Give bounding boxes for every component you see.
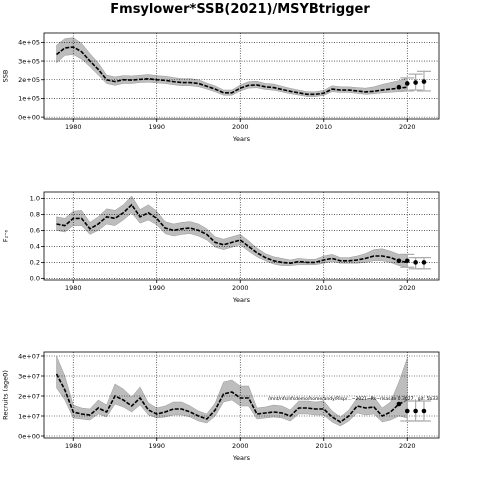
median-line	[56, 46, 408, 96]
y-tick-label: 3e+07	[18, 372, 40, 380]
x-tick-label: 2010	[315, 123, 332, 131]
x-tick-label: 2000	[232, 442, 249, 450]
y-tick-label: 4e+05	[18, 39, 40, 47]
x-axis-label: Years	[232, 135, 251, 143]
run-annotation: /mnt/nfs/nfsdemo/home/andy/Rlsp/...~2021…	[268, 396, 438, 402]
forecast-point	[421, 79, 427, 84]
forecast-point	[413, 80, 418, 85]
x-tick-label: 1990	[148, 284, 165, 292]
axes-frame	[43, 191, 440, 281]
figure-title: Fmsylower*SSB(2021)/MSYBtrigger	[110, 2, 370, 17]
y-tick-label: 1e+05	[18, 95, 40, 103]
axes-frame	[43, 32, 440, 120]
y-tick-label: 0.2	[30, 259, 40, 267]
x-tick-label: 2010	[315, 284, 332, 292]
confidence-band	[56, 355, 408, 427]
y-axis-label: F₂–₆	[2, 230, 10, 243]
forecast-group	[396, 70, 431, 92]
forecast-point	[421, 260, 427, 265]
forecast-point	[413, 260, 418, 265]
y-tick-label: 0.0	[30, 275, 40, 283]
axes-frame	[43, 351, 440, 439]
x-tick-label: 1980	[65, 442, 82, 450]
median-line	[56, 203, 408, 265]
y-tick-label: 1.0	[30, 195, 40, 203]
forecast-point	[413, 408, 418, 414]
x-tick-label: 1990	[148, 123, 165, 131]
y-tick-label: 1e+07	[18, 412, 40, 420]
y-tick-label: 2e+07	[18, 392, 40, 400]
forecast-point	[396, 258, 402, 264]
confidence-band	[56, 195, 408, 268]
y-tick-label: 0.8	[30, 211, 40, 219]
forecast-point	[404, 258, 410, 264]
forecast-group	[396, 400, 431, 422]
y-tick-label: 3e+05	[18, 57, 40, 65]
x-tick-label: 2020	[399, 284, 416, 292]
y-axis-label: SSB	[2, 70, 10, 83]
median-line	[55, 373, 408, 423]
panel-3: 1980 1990 2000 2010 2020 0e+00 1e+07 2e+07 3e+07…	[2, 351, 440, 462]
ticks: 1980 1990 2000 2010 2020 0.0 0.2 0.4 0.6 0.8 1.0	[30, 195, 416, 292]
x-tick-label: 1980	[65, 123, 82, 131]
x-axis-label: Years	[232, 296, 251, 304]
forecast-point	[396, 84, 402, 90]
y-tick-label: 0e+00	[18, 113, 40, 121]
panel-1: 1980 1990 2000 2010 2020 0e+00 1e+05 2e+05 3e+05…	[2, 32, 440, 143]
ticks: 1980 1990 2000 2010 2020 0e+00 1e+07 2e+07 3e+07…	[18, 352, 415, 450]
y-tick-label: 2e+05	[18, 76, 40, 84]
x-tick-label: 1980	[65, 284, 82, 292]
y-axis-label: Recruits (age0)	[2, 370, 10, 420]
grid-lines	[44, 352, 439, 438]
forecast-group	[396, 253, 431, 270]
y-tick-label: 0.6	[30, 227, 40, 235]
panel-2: 1980 1990 2000 2010 2020 0.0 0.2 0.4 0.6 0.8 1.0 Ye…	[2, 191, 440, 304]
chart-panels: 1980 1990 2000 2010 2020 0e+00 1e+05 2e+05 3e+05…	[2, 32, 440, 462]
x-axis-label: Years	[232, 454, 251, 462]
x-tick-label: 2000	[232, 123, 249, 131]
x-tick-label: 1990	[148, 442, 165, 450]
forecast-point	[404, 81, 410, 86]
forecast-point	[421, 408, 427, 414]
forecast-point	[404, 408, 410, 414]
forecast-point	[396, 401, 402, 407]
x-tick-label: 2000	[232, 284, 249, 292]
x-tick-label: 2010	[315, 442, 332, 450]
ticks: 1980 1990 2000 2010 2020 0e+00 1e+05 2e+05 3e+05…	[18, 39, 415, 131]
x-tick-label: 2020	[399, 442, 416, 450]
y-tick-label: 0e+00	[18, 432, 40, 440]
y-tick-label: 0.4	[30, 243, 40, 251]
confidence-band	[56, 37, 408, 97]
x-tick-label: 2020	[399, 123, 416, 131]
y-tick-label: 4e+07	[18, 352, 40, 360]
